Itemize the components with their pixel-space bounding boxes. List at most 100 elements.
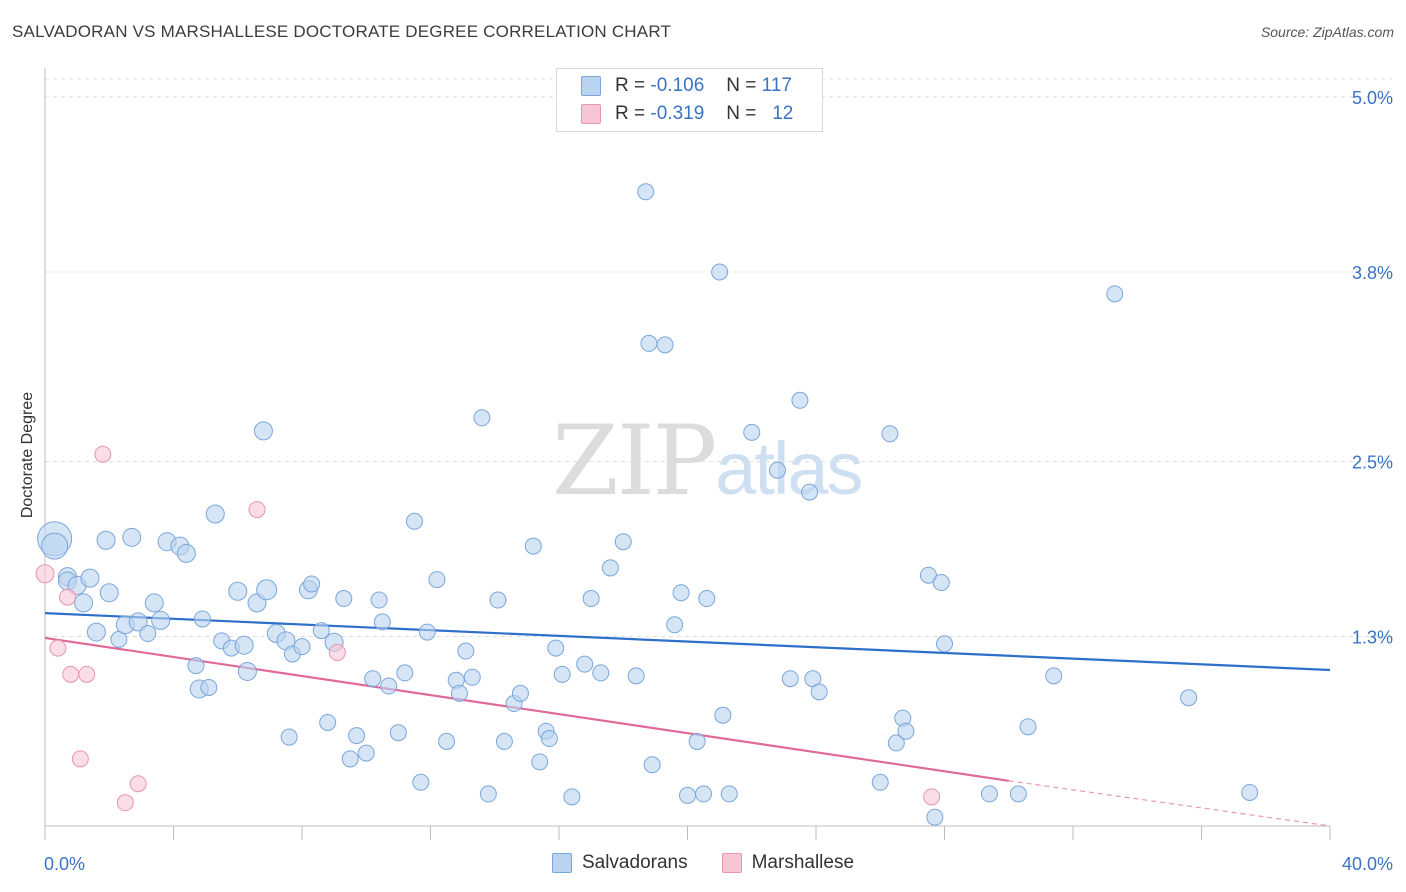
source-label: Source: ZipAtlas.com bbox=[1260, 24, 1394, 40]
salvadoran-point bbox=[720, 785, 738, 803]
salvadoran-point bbox=[144, 593, 164, 613]
salvadoran-point bbox=[1106, 285, 1124, 303]
salvadoran-point bbox=[438, 732, 456, 750]
salvadoran-point bbox=[897, 722, 915, 740]
salvadoran-point bbox=[335, 590, 353, 608]
salvadoran-point bbox=[1009, 785, 1027, 803]
salvadoran-point bbox=[457, 642, 475, 660]
salvadoran-point bbox=[303, 575, 321, 593]
salvadoran-point bbox=[428, 571, 446, 589]
salvadoran-point bbox=[463, 668, 481, 686]
salvadoran-point bbox=[553, 665, 571, 683]
salvadoran-point bbox=[418, 623, 436, 641]
marshallese-label: Marshallese bbox=[751, 852, 855, 873]
salvadoran-point bbox=[151, 610, 171, 630]
y-tick-label: 5.0% bbox=[1352, 88, 1393, 108]
salvadoran-point bbox=[176, 543, 196, 563]
legend-r-value: -0.319 bbox=[650, 103, 705, 124]
legend-swatch-pink bbox=[581, 104, 601, 124]
salvadoran-point bbox=[489, 591, 507, 609]
salvadoran-point bbox=[495, 732, 513, 750]
salvadoran-point bbox=[919, 566, 937, 584]
salvadoran-point bbox=[412, 773, 430, 791]
salvadoran-point bbox=[389, 724, 407, 742]
legend-n-value: 117 bbox=[761, 75, 792, 96]
marshallese-point bbox=[129, 775, 147, 793]
watermark-atlas: atlas bbox=[715, 427, 863, 510]
marshallese-trend-extension bbox=[1008, 780, 1331, 827]
salvadoran-point bbox=[237, 661, 257, 681]
salvadoran-point bbox=[200, 678, 218, 696]
salvadoran-point bbox=[293, 638, 311, 656]
salvadoran-point bbox=[380, 677, 398, 695]
salvadoran-point bbox=[41, 532, 69, 560]
salvadoran-point bbox=[540, 730, 558, 748]
salvadoran-point bbox=[768, 461, 786, 479]
salvadoran-point bbox=[714, 706, 732, 724]
legend-item-salvadorans[interactable]: Salvadorans bbox=[551, 852, 688, 874]
salvadoran-point bbox=[234, 635, 254, 655]
salvadoran-point bbox=[592, 664, 610, 682]
salvadoran-point bbox=[932, 574, 950, 592]
salvadoran-point bbox=[256, 579, 278, 601]
salvadoran-point bbox=[656, 336, 674, 354]
salvadoran-point bbox=[187, 657, 205, 675]
salvadoran-point bbox=[643, 756, 661, 774]
marshallese-point bbox=[248, 501, 266, 519]
salvadoran-point bbox=[405, 512, 423, 530]
salvadoran-point bbox=[280, 728, 298, 746]
salvadoran-point bbox=[563, 788, 581, 806]
legend-row-marshallese: R = -0.319 N = 12 bbox=[581, 102, 793, 126]
watermark: ZIPatlas bbox=[552, 405, 864, 517]
salvadoran-point bbox=[547, 639, 565, 657]
salvadoran-point bbox=[926, 808, 944, 826]
legend-item-marshallese[interactable]: Marshallese bbox=[721, 852, 855, 874]
salvadoran-point bbox=[139, 625, 157, 643]
salvadoran-point bbox=[99, 583, 119, 603]
salvadoran-point bbox=[688, 732, 706, 750]
marshallese-point bbox=[62, 665, 80, 683]
legend-row-salvadorans: R = -0.106 N = 117 bbox=[581, 74, 792, 98]
salvadoran-point bbox=[627, 667, 645, 685]
salvadoran-point bbox=[698, 590, 716, 608]
y-tick-label: 1.3% bbox=[1352, 627, 1393, 647]
marshallese-point bbox=[116, 794, 134, 812]
tick-labels: 1.3% 2.5% 3.8% 5.0% 0.0% 40.0% bbox=[44, 88, 1393, 874]
marshallese-point bbox=[49, 639, 67, 657]
watermark-zip: ZIP bbox=[552, 405, 717, 517]
y-tick-label: 3.8% bbox=[1352, 263, 1393, 283]
salvadoran-point bbox=[640, 334, 658, 352]
x-tick-label-min: 0.0% bbox=[44, 854, 85, 874]
chart-title: SALVADORAN VS MARSHALLESE DOCTORATE DEGR… bbox=[12, 22, 672, 41]
legend-r-label: R = bbox=[615, 103, 646, 124]
marshallese-point bbox=[58, 588, 76, 606]
salvadoran-point bbox=[666, 616, 684, 634]
salvadoran-point bbox=[370, 591, 388, 609]
salvadoran-trend-line bbox=[44, 612, 1331, 672]
salvadoran-point bbox=[479, 785, 497, 803]
salvadoran-point bbox=[122, 527, 142, 547]
legend-n-label: N = bbox=[726, 75, 757, 96]
salvadoran-point bbox=[637, 183, 655, 201]
salvadoran-point bbox=[86, 622, 106, 642]
salvadoran-point bbox=[312, 622, 330, 640]
x-tick-label-max: 40.0% bbox=[1342, 854, 1393, 874]
salvadoran-point bbox=[373, 613, 391, 631]
salvadoran-point bbox=[743, 423, 761, 441]
gridlines bbox=[45, 78, 1392, 637]
y-tick-label: 2.5% bbox=[1352, 453, 1393, 473]
salvadoran-point bbox=[791, 391, 809, 409]
salvadoran-point bbox=[679, 786, 696, 804]
legend-r-value: -0.106 bbox=[650, 75, 705, 96]
salvadoran-point bbox=[1019, 718, 1037, 736]
salvadoran-point bbox=[450, 684, 468, 702]
salvadoran-point bbox=[524, 537, 542, 555]
marshallese-point bbox=[71, 750, 89, 768]
salvadoran-point bbox=[576, 655, 594, 673]
marshallese-swatch bbox=[721, 853, 742, 873]
salvadoran-point bbox=[695, 785, 713, 803]
salvadoran-point bbox=[193, 610, 211, 628]
salvadoran-point bbox=[881, 425, 899, 443]
salvadoran-point bbox=[1180, 689, 1198, 707]
salvadoran-point bbox=[348, 727, 366, 745]
